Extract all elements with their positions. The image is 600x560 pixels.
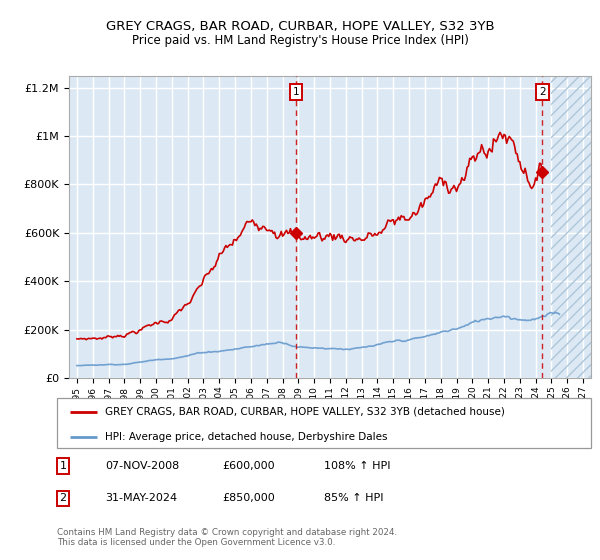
- Text: 1: 1: [293, 87, 299, 97]
- Text: £600,000: £600,000: [222, 461, 275, 471]
- Text: 1: 1: [59, 461, 67, 471]
- Text: HPI: Average price, detached house, Derbyshire Dales: HPI: Average price, detached house, Derb…: [105, 432, 388, 442]
- Text: 108% ↑ HPI: 108% ↑ HPI: [324, 461, 391, 471]
- Text: Contains HM Land Registry data © Crown copyright and database right 2024.
This d: Contains HM Land Registry data © Crown c…: [57, 528, 397, 547]
- Text: 31-MAY-2024: 31-MAY-2024: [105, 493, 177, 503]
- Text: £850,000: £850,000: [222, 493, 275, 503]
- Text: Price paid vs. HM Land Registry's House Price Index (HPI): Price paid vs. HM Land Registry's House …: [131, 34, 469, 46]
- Text: 2: 2: [539, 87, 545, 97]
- FancyBboxPatch shape: [57, 398, 591, 448]
- Text: 07-NOV-2008: 07-NOV-2008: [105, 461, 179, 471]
- Text: GREY CRAGS, BAR ROAD, CURBAR, HOPE VALLEY, S32 3YB: GREY CRAGS, BAR ROAD, CURBAR, HOPE VALLE…: [106, 20, 494, 32]
- Bar: [551, 76, 591, 378]
- Text: 2: 2: [59, 493, 67, 503]
- Text: GREY CRAGS, BAR ROAD, CURBAR, HOPE VALLEY, S32 3YB (detached house): GREY CRAGS, BAR ROAD, CURBAR, HOPE VALLE…: [105, 407, 505, 417]
- Text: 85% ↑ HPI: 85% ↑ HPI: [324, 493, 383, 503]
- Bar: [551, 76, 591, 378]
